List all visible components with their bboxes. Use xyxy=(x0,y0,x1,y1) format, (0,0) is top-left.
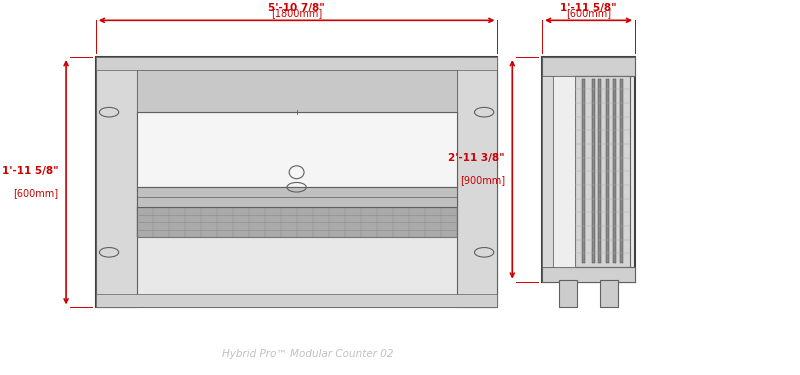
Bar xyxy=(96,294,498,307)
Text: [1800mm]: [1800mm] xyxy=(271,9,322,18)
Bar xyxy=(558,280,578,308)
Bar xyxy=(613,79,616,263)
Bar xyxy=(542,267,635,282)
Bar xyxy=(600,280,618,308)
Bar xyxy=(606,79,609,263)
Text: [900mm]: [900mm] xyxy=(460,176,505,185)
Bar xyxy=(592,79,594,263)
Bar xyxy=(96,57,137,308)
Bar xyxy=(619,79,622,263)
Bar xyxy=(542,57,635,282)
Bar xyxy=(137,207,457,237)
Bar xyxy=(542,57,635,75)
Bar xyxy=(574,75,630,267)
Bar xyxy=(582,79,586,263)
Text: 1'-11 5/8": 1'-11 5/8" xyxy=(2,166,58,176)
Bar xyxy=(137,187,457,207)
Text: [600mm]: [600mm] xyxy=(566,9,611,18)
Text: 1'-11 5/8": 1'-11 5/8" xyxy=(560,3,617,13)
Bar xyxy=(137,70,457,112)
Text: 2'-11 3/8": 2'-11 3/8" xyxy=(448,153,505,164)
Bar xyxy=(598,79,601,263)
Text: 5'-10 7/8": 5'-10 7/8" xyxy=(268,3,325,13)
Bar xyxy=(553,75,574,267)
Text: [600mm]: [600mm] xyxy=(14,188,58,198)
Bar xyxy=(96,57,498,70)
Text: Hybrid Pro™ Modular Counter 02: Hybrid Pro™ Modular Counter 02 xyxy=(222,349,394,359)
Bar xyxy=(137,112,457,187)
Bar xyxy=(542,75,553,267)
Bar xyxy=(96,57,498,308)
Bar xyxy=(457,57,498,308)
